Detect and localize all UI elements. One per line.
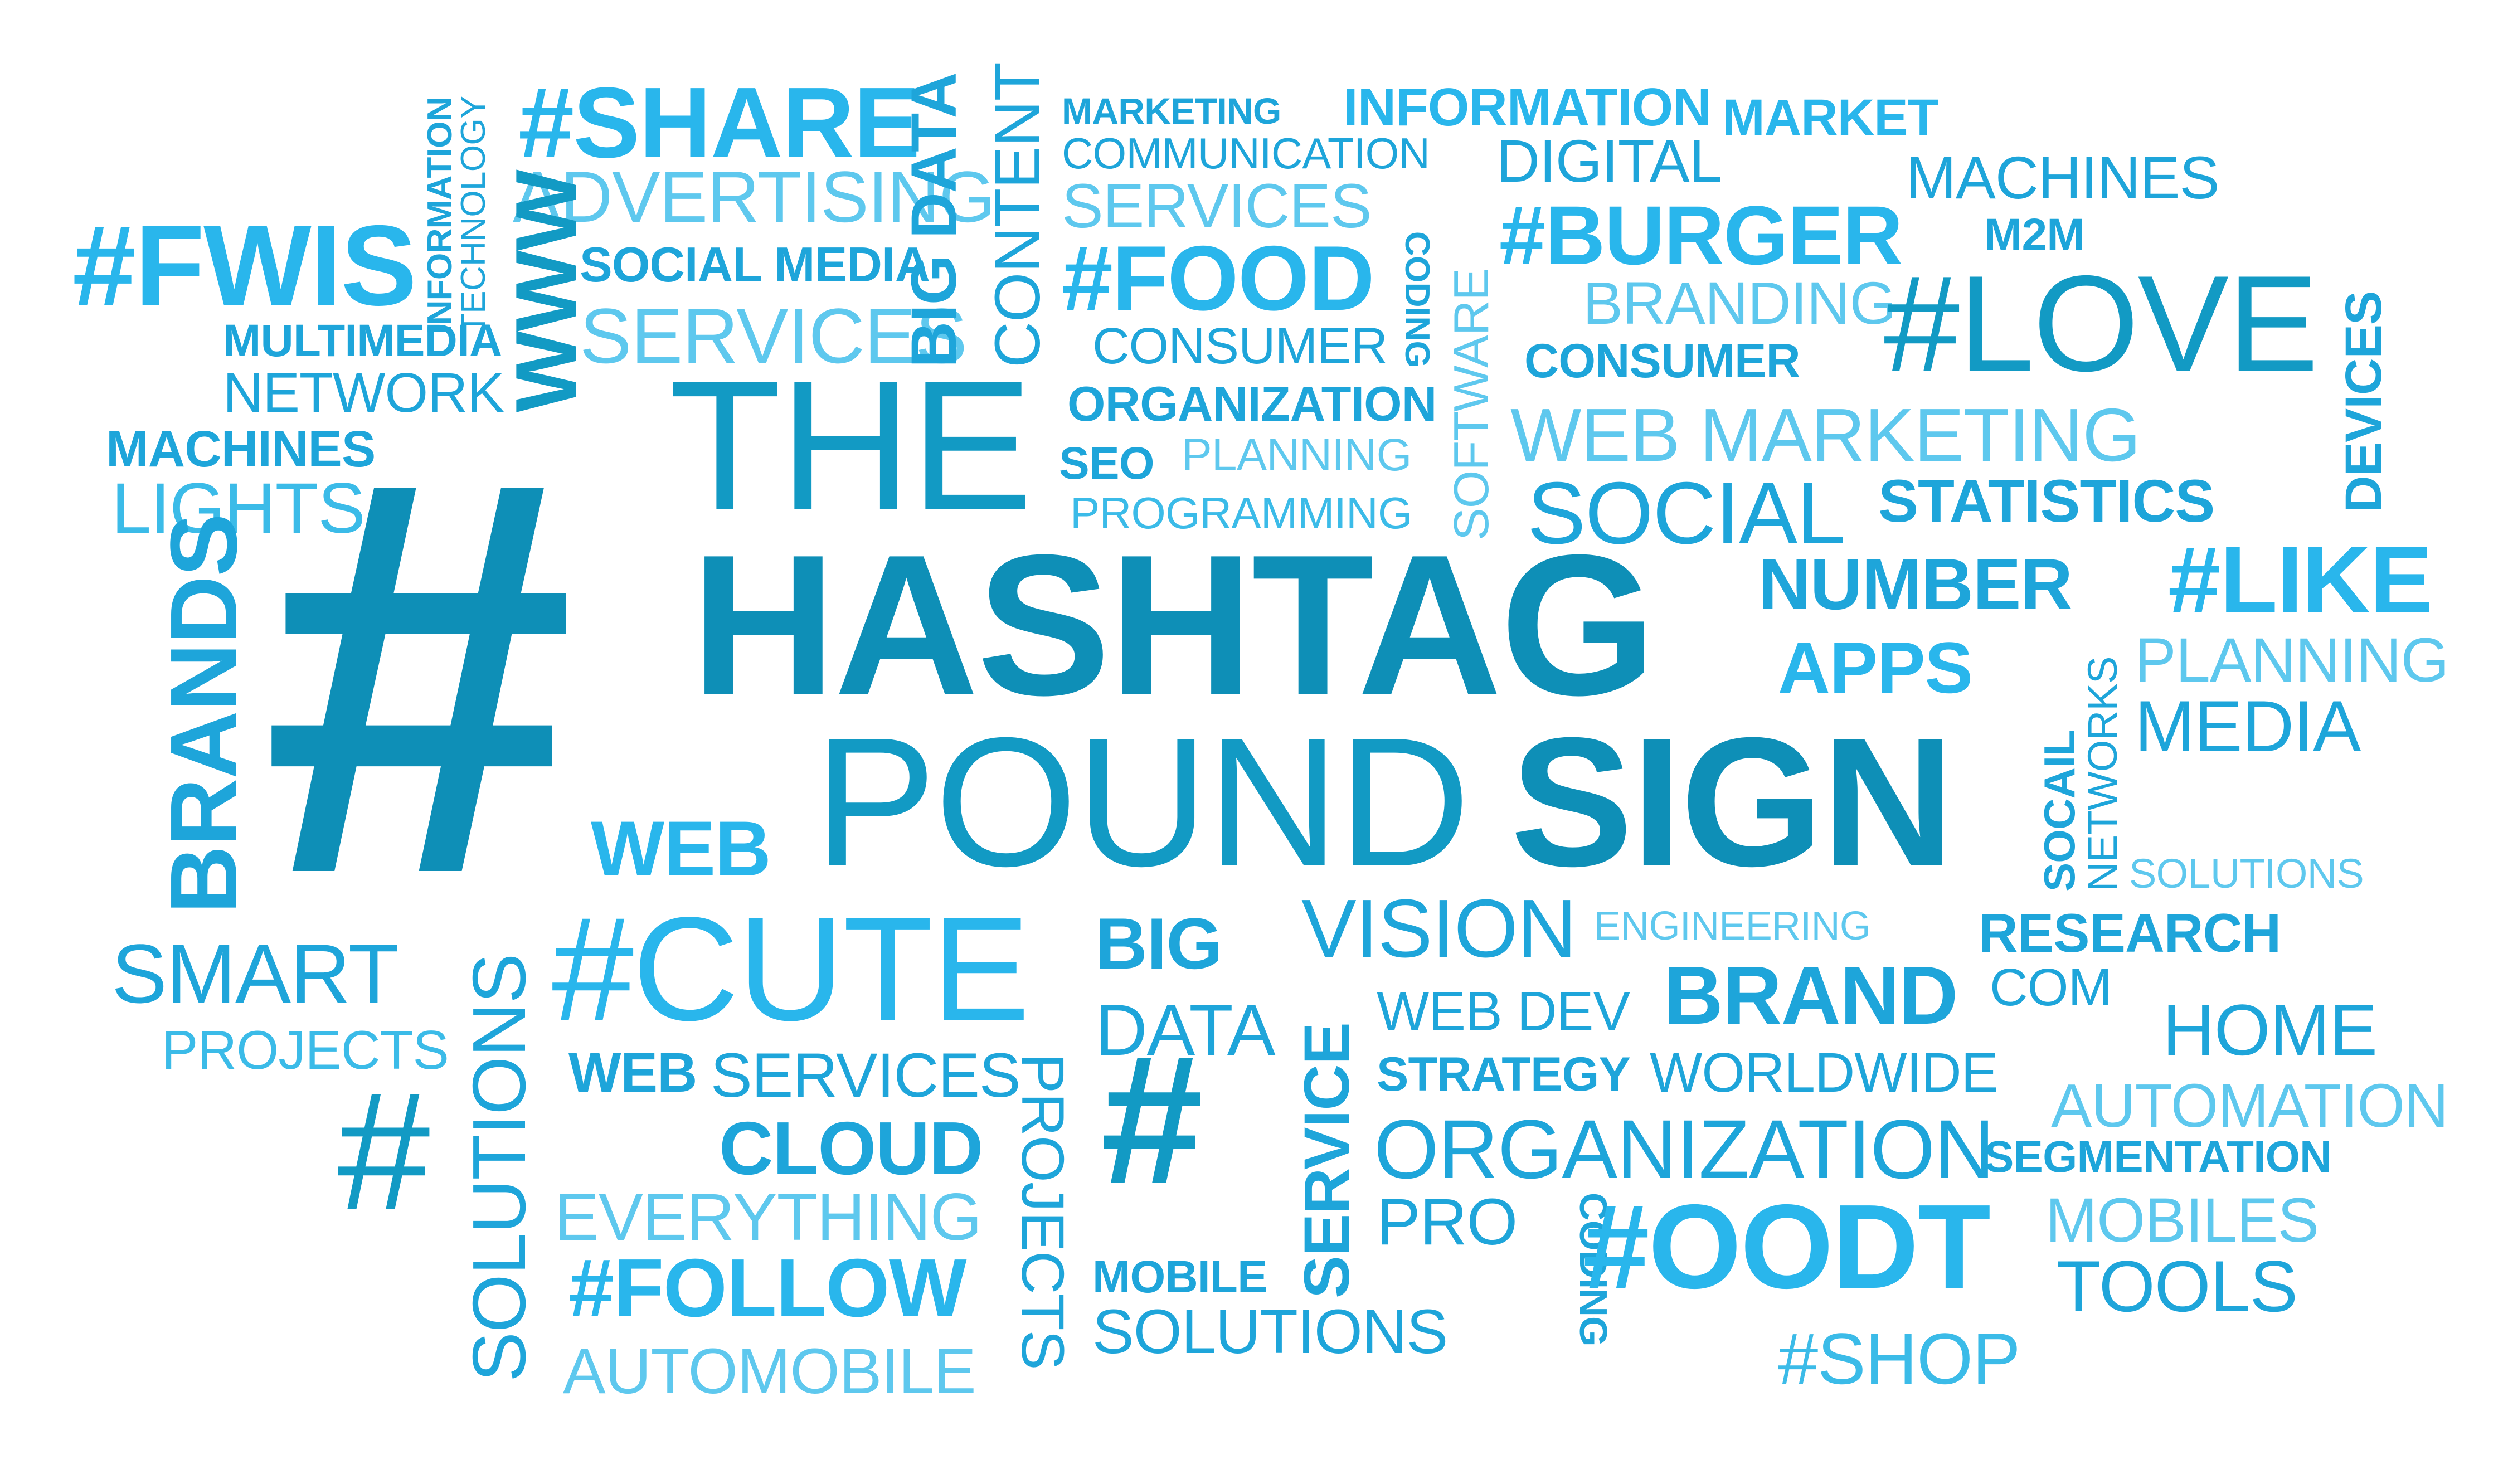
word-technology-vertical: TECHNOLOGY: [454, 96, 493, 334]
word-pro: PRO: [1377, 1185, 1518, 1259]
word-planning-1: PLANNING: [1182, 430, 1412, 480]
word-web-marketing: WEB MARKETING: [1510, 393, 2141, 477]
word-social: SOCIAL: [1527, 464, 1846, 562]
word-software-vertical: SOFTWARE: [1443, 268, 1499, 541]
word-machines-2: MACHINES: [1906, 144, 2220, 211]
word-web-2: WEB: [568, 1042, 697, 1104]
word-content-vertical: CONTENT: [982, 62, 1053, 368]
word-machines-1: MACHINES: [106, 421, 376, 478]
word-home: HOME: [2162, 989, 2378, 1071]
word-branding: BRANDING: [1583, 269, 1897, 337]
word-tools: TOOLS: [2057, 1245, 2298, 1327]
word-number: NUMBER: [1758, 543, 2073, 625]
word-love: #LOVE: [1884, 247, 2319, 400]
word-research: RESEARCH: [1979, 902, 2281, 964]
word-like: #LIKE: [2168, 527, 2433, 633]
word-engineering: ENGINEERING: [1594, 904, 1871, 948]
word-services-2: SERVICES: [1062, 171, 1372, 241]
word-shop: #SHOP: [1778, 1318, 2021, 1399]
word-hash-big: #: [262, 362, 575, 991]
word-advertising: ADVERTISING: [513, 156, 995, 237]
word-food: #FOOD: [1062, 227, 1375, 329]
word-m2m: M2M: [1984, 210, 2085, 260]
word-projects-1: PROJECTS: [162, 1019, 449, 1081]
word-fwis: #FWIS: [72, 202, 417, 329]
word-consumer-2: CONSUMER: [1524, 334, 1801, 388]
word-communication: COMMUNICATION: [1062, 129, 1430, 178]
word-marketing-1: MARKETING: [1062, 90, 1281, 132]
word-planning-2: PLANNING: [2135, 625, 2449, 695]
word-hash-small: #: [337, 1057, 430, 1244]
word-information-1: INFORMATION: [1343, 77, 1712, 137]
word-networks-vertical: NETWORKS: [2079, 656, 2126, 892]
word-mobiles: MOBILES: [2045, 1185, 2319, 1255]
word-automobile: AUTOMOBILE: [563, 1336, 976, 1407]
word-big: BIG: [1095, 903, 1223, 984]
word-programming: PROGRAMMING: [1070, 488, 1412, 538]
word-com: COM: [1990, 958, 2112, 1017]
word-hashtag: HASHTAG: [691, 513, 1656, 737]
word-brand: BRAND: [1664, 950, 1958, 1042]
word-projects-vertical: PROJECTS: [1009, 1053, 1077, 1370]
word-media: MEDIA: [2135, 685, 2361, 767]
word-service-vertical: SERVICE: [1291, 1023, 1363, 1298]
word-apps: APPS: [1778, 627, 1973, 708]
word-statistics: STATISTICS: [1878, 467, 2215, 534]
word-brands-vertical: BRANDS: [151, 514, 257, 914]
word-automation: AUTOMATION: [2051, 1072, 2448, 1140]
word-organization-2: ORGANIZATION: [1374, 1102, 1995, 1196]
word-cloud: CLOUD: [719, 1106, 984, 1190]
word-organization-1: ORGANIZATION: [1067, 376, 1437, 431]
word-seo: SEO: [1059, 438, 1155, 489]
word-multimedia: MULTIMEDIA: [223, 315, 502, 366]
word-web-1: WEB: [591, 805, 771, 892]
word-smart: SMART: [111, 927, 399, 1020]
word-follow: #FOLLOW: [568, 1242, 967, 1334]
word-network: NETWORK: [223, 362, 504, 424]
word-market: MARKET: [1722, 89, 1939, 146]
word-hash-mid: #: [1101, 1016, 1203, 1222]
word-the: THE: [669, 342, 1033, 548]
word-social-media: SOCIAL MEDIA: [580, 237, 930, 292]
word-everything: EVERYTHING: [555, 1180, 982, 1254]
word-digital: DIGITAL: [1496, 127, 1723, 194]
word-web-dev: WEB DEV: [1377, 980, 1630, 1043]
word-devices-vertical: DEVICES: [2335, 291, 2392, 513]
word-www: WWW: [498, 170, 594, 412]
word-segmentation: SEGMENTATION: [1984, 1132, 2332, 1181]
word-oodt: #OODT: [1583, 1179, 1991, 1313]
word-solutions-2: SOLUTIONS: [1092, 1297, 1448, 1366]
word-consumer-1: CONSUMER: [1092, 318, 1388, 374]
word-burger: #BURGER: [1499, 188, 1903, 282]
word-coding-vertical-1: CODING: [1398, 231, 1436, 368]
word-big-data-vertical: BIG DATA: [898, 72, 970, 368]
word-cute: #CUTE: [552, 887, 1030, 1052]
word-share: #SHARE: [518, 67, 920, 179]
word-worldwide: WORLDWIDE: [1650, 1042, 1998, 1104]
word-strategy: STRATEGY: [1377, 1048, 1631, 1101]
word-sign: SIGN: [1510, 699, 1955, 904]
word-mobile: MOBILE: [1092, 1252, 1268, 1302]
word-data: DATA: [1095, 989, 1276, 1071]
word-socail-vertical: SOCAIL: [2035, 730, 2084, 892]
word-services-3: SERVICES: [711, 1040, 1021, 1110]
word-solutions-1: SOLUTIONS: [2129, 850, 2364, 897]
word-lights: LIGHTS: [111, 469, 366, 548]
word-pound: POUND: [814, 699, 1471, 904]
word-services-1: SERVICES: [580, 292, 968, 379]
word-vision: VISION: [1301, 883, 1577, 975]
word-solutions-vertical: SOLUTIONS: [457, 954, 541, 1382]
word-information-vertical: INFORMATION: [421, 97, 459, 334]
